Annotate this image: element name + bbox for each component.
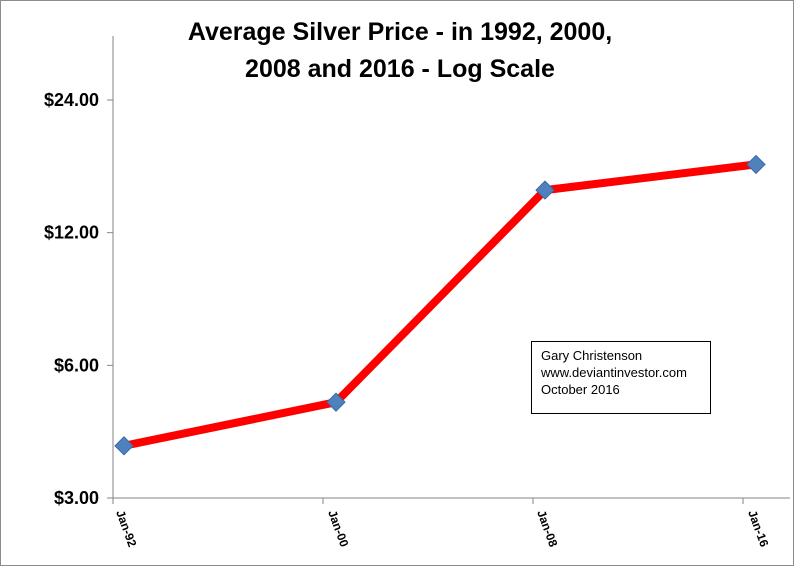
series-line <box>120 160 760 450</box>
attribution-date: October 2016 <box>541 382 620 397</box>
chart-title-line-1: Average Silver Price - in 1992, 2000, <box>187 18 613 46</box>
attribution-box: Gary Christenson www.deviantinvestor.com… <box>531 341 711 414</box>
chart-title: Average Silver Price - in 1992, 2000, 20… <box>120 14 680 88</box>
data-point-marker <box>114 436 134 456</box>
data-point-marker <box>746 154 766 175</box>
y-tick-label: $24.00 <box>44 90 99 110</box>
data-point-marker <box>326 392 346 412</box>
y-tick-label: $12.00 <box>44 223 99 243</box>
x-tick-label: Jan-16 <box>745 508 771 549</box>
chart-title-line-2: 2008 and 2016 - Log Scale <box>245 55 555 83</box>
y-tick-label: $6.00 <box>54 355 99 375</box>
attribution-website: www.deviantinvestor.com <box>541 365 687 380</box>
x-tick-label: Jan-92 <box>113 508 139 549</box>
y-tick-label: $3.00 <box>54 488 99 508</box>
attribution-author: Gary Christenson <box>541 348 643 363</box>
data-point-marker <box>535 180 555 200</box>
x-tick-label: Jan-00 <box>325 508 351 549</box>
x-tick-label: Jan-08 <box>534 508 560 549</box>
